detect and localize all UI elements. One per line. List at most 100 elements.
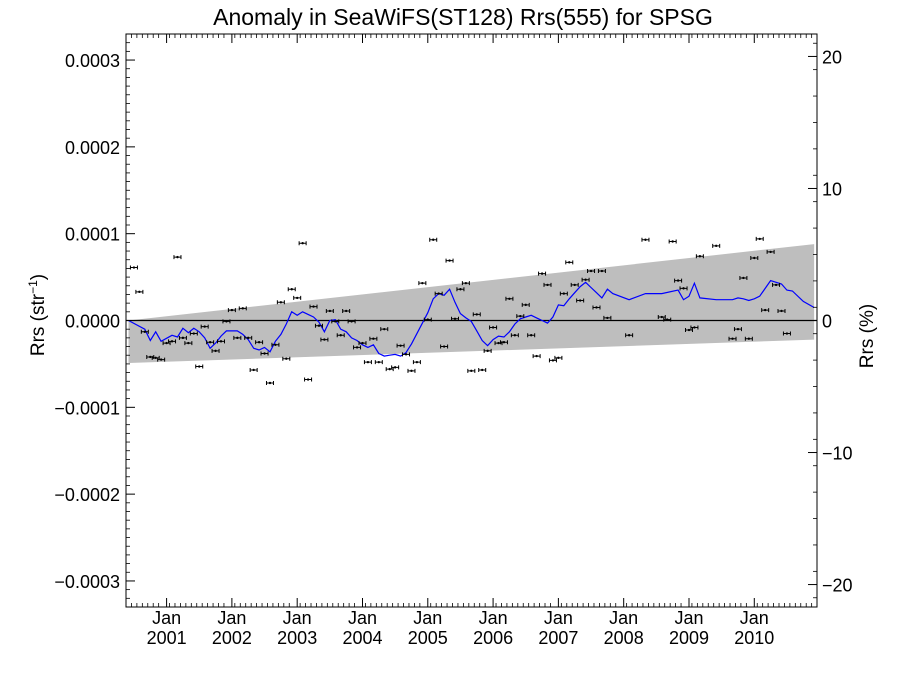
data-point-marker [290, 288, 293, 291]
data-point-marker [274, 343, 277, 347]
data-point-marker [208, 341, 212, 344]
data-point-marker [230, 308, 234, 312]
y-right-tick-label: −20 [822, 576, 853, 596]
data-point-marker [176, 255, 179, 259]
x-tick-month-label: Jan [217, 608, 246, 628]
data-point-marker [785, 332, 789, 335]
data-point-marker [546, 283, 549, 287]
data-point-marker [731, 337, 734, 340]
x-tick-month-label: Jan [283, 608, 312, 628]
data-point-marker [627, 334, 631, 337]
data-point-marker [448, 259, 451, 262]
data-point-marker [312, 305, 315, 308]
data-point-marker [410, 369, 413, 373]
x-tick-month-label: Jan [740, 608, 769, 628]
data-point-marker [301, 242, 304, 245]
data-point-marker [339, 334, 342, 337]
data-point-marker [519, 314, 522, 318]
data-point-marker [138, 290, 141, 294]
y-right-tick-label: 0 [822, 312, 832, 332]
data-point-marker [769, 250, 772, 254]
x-tick-year-label: 2010 [734, 628, 774, 648]
data-point-marker [529, 334, 533, 337]
data-point-marker [513, 334, 517, 337]
data-point-marker [399, 344, 402, 347]
data-point-marker [252, 368, 255, 372]
data-point-marker [693, 326, 696, 329]
x-tick-year-label: 2009 [669, 628, 709, 648]
data-point-marker [464, 281, 468, 285]
data-point-marker [225, 320, 228, 323]
y-left-tick-label: 0.0001 [65, 225, 120, 245]
data-point-marker [687, 328, 691, 332]
data-point-marker [432, 238, 435, 241]
data-point-marker [181, 336, 185, 340]
data-point-marker [470, 369, 473, 373]
data-point-marker [497, 341, 500, 345]
data-point-marker [666, 318, 669, 321]
data-point-marker [257, 341, 261, 344]
data-point-marker [453, 317, 457, 320]
data-point-marker [247, 336, 250, 340]
y-left-tick-label: 0.0002 [65, 138, 120, 158]
data-point-marker [377, 360, 381, 364]
data-point-marker [568, 261, 571, 264]
data-point-marker [279, 301, 283, 304]
data-point-marker [372, 337, 375, 340]
data-point-marker [306, 378, 310, 381]
data-point-marker [551, 359, 555, 362]
x-tick-year-label: 2001 [147, 628, 187, 648]
data-point-marker [437, 292, 440, 295]
x-tick-month-label: Jan [348, 608, 377, 628]
data-point-marker [578, 299, 582, 302]
data-point-marker [132, 266, 136, 269]
y-right-tick-label: 10 [822, 179, 842, 199]
data-point-marker [198, 365, 201, 368]
data-point-marker [736, 327, 740, 331]
data-point-marker [644, 238, 647, 241]
plot-area: 0.0003 0.0002 0.0001 0.0000 −0.0001 −0.0002 −0… [54, 33, 853, 648]
data-point-marker [219, 340, 223, 343]
x-tick-year-label: 2003 [277, 628, 317, 648]
data-point-marker [214, 349, 217, 353]
data-point-marker [753, 256, 756, 260]
x-tick-year-label: 2004 [342, 628, 382, 648]
data-point-marker [459, 288, 462, 291]
data-point-marker [263, 352, 266, 355]
data-point-marker [388, 367, 391, 371]
data-point-marker [491, 326, 495, 329]
data-point-marker [393, 366, 397, 369]
data-point-marker [421, 281, 424, 285]
x-tick-month-label: Jan [609, 608, 638, 628]
data-point-marker [600, 269, 604, 273]
y-right-tick-label: 20 [822, 47, 842, 67]
data-point-marker [355, 346, 359, 349]
data-point-marker [698, 255, 702, 258]
data-point-marker [671, 240, 674, 243]
data-point-marker [540, 272, 544, 275]
data-point-marker [758, 237, 761, 241]
x-tick-year-label: 2008 [604, 628, 644, 648]
data-point-marker [323, 338, 326, 341]
data-point-marker [328, 309, 332, 313]
x-tick-year-label: 2002 [212, 628, 252, 648]
data-point-marker [595, 306, 598, 309]
data-point-marker [682, 287, 685, 290]
y-left-tick-label: −0.0003 [54, 572, 120, 592]
data-point-marker [344, 309, 348, 313]
data-point-marker [241, 307, 244, 310]
data-point-marker [502, 341, 506, 344]
y-left-tick-label: 0.0000 [65, 312, 120, 332]
chart-title: Anomaly in SeaWiFS(ST128) Rrs(555) for S… [213, 4, 713, 30]
data-point-marker [774, 283, 778, 287]
data-point-marker [187, 341, 190, 345]
data-point-marker [366, 360, 370, 364]
y-left-tick-label: 0.0003 [65, 51, 120, 71]
data-point-marker [285, 357, 288, 360]
data-point-marker [236, 336, 239, 340]
data-point-marker [714, 244, 718, 248]
data-point-marker [149, 355, 152, 359]
data-point-marker [676, 279, 680, 282]
data-point-marker [154, 356, 157, 360]
